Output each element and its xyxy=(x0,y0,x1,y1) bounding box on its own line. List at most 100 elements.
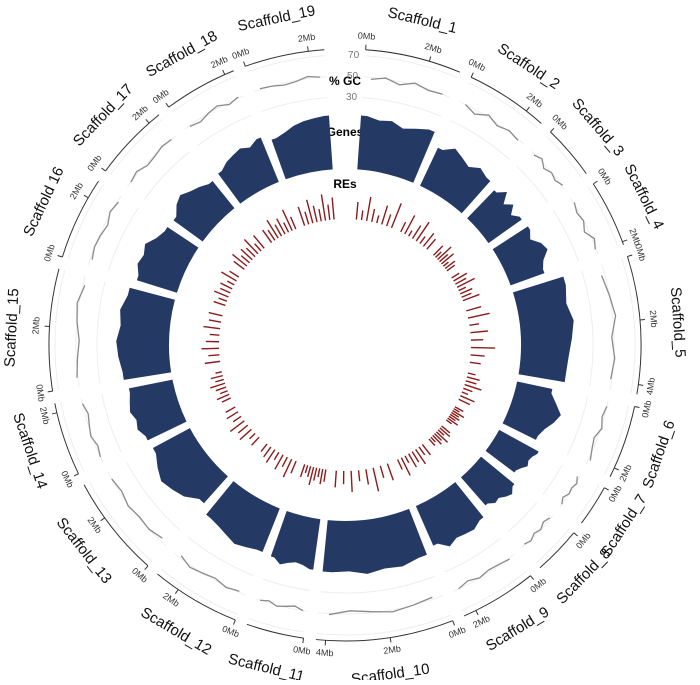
gc-line xyxy=(524,518,550,544)
grid-line xyxy=(316,615,450,635)
grid-line xyxy=(508,502,536,531)
grid-line xyxy=(445,538,501,572)
re-spike xyxy=(463,388,472,391)
gene-area xyxy=(174,181,235,242)
grid-line xyxy=(102,394,122,453)
re-spike xyxy=(321,194,325,220)
re-spike xyxy=(433,246,442,255)
scaffold-axis xyxy=(593,184,623,245)
grid-line xyxy=(175,553,246,595)
grid-line xyxy=(185,96,244,129)
re-spike xyxy=(274,452,279,459)
re-spike xyxy=(291,217,296,229)
grid-line xyxy=(249,619,304,633)
scaffold-name: Scaffold_12 xyxy=(138,604,215,659)
re-spike xyxy=(283,210,293,231)
re-spike xyxy=(284,223,289,233)
scaffold-axis xyxy=(106,115,159,171)
re-spike xyxy=(470,331,488,333)
axis-tick-label: 0Mb xyxy=(640,399,653,418)
scaffold-name: Scaffold_9 xyxy=(483,604,552,655)
scaffold-name: Scaffold_13 xyxy=(53,514,115,587)
re-spike xyxy=(308,466,311,477)
re-spike xyxy=(250,433,256,439)
re-spike xyxy=(466,381,477,384)
axis-tick-label: 0Mb xyxy=(85,153,103,173)
re-spike xyxy=(233,416,241,421)
axis-tick-label: 0Mb xyxy=(358,31,376,42)
gc-line xyxy=(77,285,85,377)
re-spike xyxy=(227,412,238,419)
track-label: Genes xyxy=(327,125,364,139)
axis-tick xyxy=(175,590,178,594)
axis-tick xyxy=(453,621,455,626)
re-spike xyxy=(459,287,466,290)
axis-tick-label: 0Mb xyxy=(292,644,311,656)
grid-line xyxy=(127,136,176,187)
gc-line xyxy=(82,404,100,457)
scaffold-axis xyxy=(464,576,530,616)
scaffold-name: Scaffold_19 xyxy=(236,2,317,35)
re-spike xyxy=(263,230,272,243)
gc-line xyxy=(371,78,443,94)
re-spike xyxy=(314,468,317,481)
gc-line xyxy=(131,139,172,182)
re-spike xyxy=(220,288,230,293)
axis-tick xyxy=(476,610,478,614)
axis-tick-label: 4Mb xyxy=(644,377,656,396)
re-spike xyxy=(416,449,426,464)
re-spike xyxy=(440,254,448,261)
axis-tick xyxy=(593,181,597,184)
re-spike xyxy=(209,320,221,322)
grid-line xyxy=(197,115,251,146)
gc-tick-label: 70 xyxy=(348,50,360,61)
re-spike xyxy=(320,469,323,484)
re-spike xyxy=(471,355,485,356)
re-spike xyxy=(219,298,227,301)
axis-tick-label: 2Mb xyxy=(423,41,443,56)
axis-tick xyxy=(550,128,553,132)
grid-line xyxy=(517,166,547,201)
gc-tick-label: 50 xyxy=(347,71,359,82)
re-spike xyxy=(420,237,425,244)
axis-tick-label: 2Mb xyxy=(161,591,181,609)
re-spike xyxy=(217,394,229,399)
axis-tick xyxy=(627,255,632,256)
axis-tick-label: 2Mb xyxy=(471,613,491,630)
grid-line xyxy=(536,529,569,563)
gc-line xyxy=(112,479,163,538)
scaffold-name: Scaffold_6 xyxy=(639,418,678,490)
scaffold-name: Scaffold_4 xyxy=(620,161,667,232)
axis-tick-label: 2Mb xyxy=(209,54,229,70)
re-spike xyxy=(382,206,388,225)
re-spike xyxy=(362,210,363,220)
re-spike xyxy=(226,407,236,412)
re-spike xyxy=(416,222,429,241)
re-spike xyxy=(419,447,425,455)
axis-tick-label: 2Mb xyxy=(383,643,402,656)
gene-area xyxy=(467,190,522,243)
axis-tick xyxy=(58,256,63,257)
re-spike xyxy=(252,437,259,445)
grid-line xyxy=(321,576,436,593)
axis-tick-label: 0Mb xyxy=(151,87,171,105)
re-spike xyxy=(282,457,287,467)
axis-tick xyxy=(574,533,578,536)
axis-tick xyxy=(635,406,640,407)
axis-tick xyxy=(223,70,225,75)
axis-tick-label: 0Mb xyxy=(596,166,614,186)
gc-line xyxy=(562,476,578,504)
re-spike xyxy=(351,471,352,492)
re-spike xyxy=(398,459,403,469)
scaffold-name: Scaffold_18 xyxy=(143,27,220,80)
axis-tick-label: 2Mb xyxy=(30,317,41,335)
axis-tick-label: 2Mb xyxy=(85,515,103,535)
grid-line xyxy=(254,77,326,92)
scaffold-name: Scaffold_1 xyxy=(386,4,459,37)
axis-tick xyxy=(303,638,304,643)
grid-line xyxy=(469,83,538,128)
re-spike xyxy=(264,447,271,457)
re-spike xyxy=(238,425,248,433)
axis-tick-label: 0Mb xyxy=(231,46,251,61)
scaffold-name: Scaffold_17 xyxy=(70,81,137,150)
